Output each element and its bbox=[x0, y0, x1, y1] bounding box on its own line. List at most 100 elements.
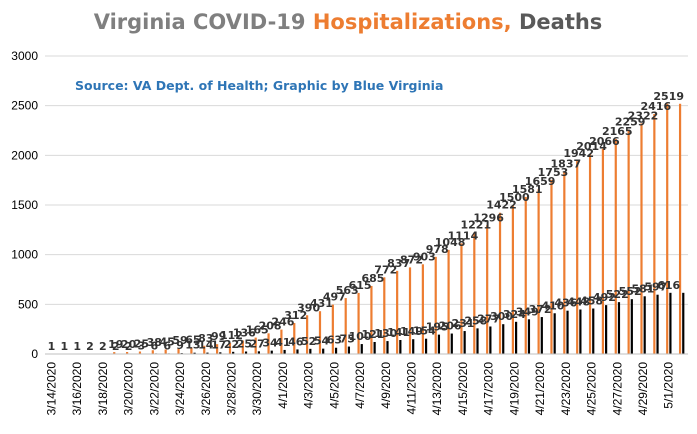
x-tick-label: 4/1/2020 bbox=[276, 362, 290, 409]
death-bar bbox=[502, 324, 505, 354]
y-tick-label: 2000 bbox=[11, 148, 38, 162]
x-tick-label: 4/21/2020 bbox=[533, 362, 547, 416]
x-tick-label: 4/3/2020 bbox=[302, 362, 316, 409]
death-bar bbox=[489, 326, 492, 354]
hospitalization-bar bbox=[408, 267, 412, 354]
death-bar bbox=[592, 308, 595, 354]
hospitalization-bar bbox=[331, 304, 334, 354]
death-data-label: 448 bbox=[567, 295, 590, 308]
y-tick-label: 0 bbox=[31, 347, 38, 361]
death-data-label: 300 bbox=[490, 310, 513, 323]
death-bar bbox=[296, 349, 299, 354]
x-tick-label: 4/19/2020 bbox=[507, 362, 521, 416]
death-bar bbox=[656, 294, 659, 354]
death-data-label: 154 bbox=[413, 325, 436, 338]
x-tick-label: 4/9/2020 bbox=[379, 362, 393, 409]
hospitalization-bar bbox=[588, 153, 592, 354]
hospitalization-data-label: 38 bbox=[147, 336, 162, 349]
x-tick-label: 3/18/2020 bbox=[96, 362, 110, 416]
hospitalization-bar bbox=[241, 340, 244, 354]
hospitalization-bar bbox=[460, 243, 463, 354]
y-tick-label: 500 bbox=[18, 297, 38, 311]
hospitalization-data-label: 2066 bbox=[589, 135, 620, 148]
hospitalization-data-label: 19 bbox=[108, 338, 123, 351]
hospitalization-data-label: 45 bbox=[160, 336, 175, 349]
hospitalization-data-label: 978 bbox=[426, 243, 449, 256]
death-bar bbox=[450, 333, 453, 354]
hospitalization-data-label: 312 bbox=[284, 309, 307, 322]
death-data-label: 9 bbox=[176, 339, 184, 352]
hospitalization-bar bbox=[293, 323, 296, 354]
death-data-label: 63 bbox=[327, 334, 342, 347]
death-data-label: 22 bbox=[224, 338, 239, 351]
hospitalization-data-label: 903 bbox=[413, 250, 436, 263]
death-bar bbox=[476, 328, 479, 354]
hospitalization-bar bbox=[280, 329, 283, 354]
hospitalization-bar bbox=[576, 161, 579, 354]
death-data-label: 349 bbox=[516, 305, 539, 318]
death-bar bbox=[283, 349, 286, 354]
hospitalization-bar bbox=[434, 256, 437, 354]
hospitalization-bar bbox=[666, 103, 669, 355]
hospitalization-data-label: 83 bbox=[198, 332, 213, 345]
title-part-3: Deaths bbox=[519, 10, 602, 34]
x-tick-label: 4/5/2020 bbox=[327, 362, 341, 409]
x-tick-label: 4/11/2020 bbox=[405, 362, 419, 415]
hospitalization-bar bbox=[678, 103, 682, 355]
hospitalization-data-label: 563 bbox=[336, 284, 359, 297]
hospitalization-data-label: 2 bbox=[99, 340, 107, 353]
hospitalization-data-label: 685 bbox=[361, 272, 384, 285]
chart-title: Virginia COVID-19 Hospitalizations, Deat… bbox=[94, 10, 603, 34]
hospitalization-data-label: 772 bbox=[374, 263, 397, 276]
death-bar bbox=[244, 351, 248, 354]
death-data-label: 616 bbox=[657, 279, 680, 292]
death-data-label: 6 bbox=[150, 339, 158, 352]
x-tick-label: 4/27/2020 bbox=[610, 362, 624, 416]
death-data-label: 277 bbox=[477, 312, 500, 325]
death-data-label: 14 bbox=[198, 339, 214, 352]
death-data-label: 231 bbox=[451, 317, 474, 330]
hospitalization-data-label: 2 bbox=[86, 340, 94, 353]
hospitalization-data-label: 390 bbox=[297, 301, 320, 314]
x-tick-label: 4/17/2020 bbox=[482, 362, 496, 416]
hospitalization-data-label: 1 bbox=[73, 340, 81, 353]
hospitalization-bar bbox=[653, 114, 656, 354]
death-bar bbox=[424, 338, 428, 354]
hospitalization-data-label: 2322 bbox=[628, 109, 659, 122]
death-data-label: 141 bbox=[387, 326, 410, 339]
hospitalization-bar bbox=[614, 138, 617, 354]
y-axis: 0 500 1000 1500 2000 2500 3000 bbox=[11, 49, 38, 361]
x-tick-label: 3/14/2020 bbox=[44, 362, 58, 416]
hospitalization-bar bbox=[318, 311, 322, 354]
death-data-label: 54 bbox=[314, 335, 330, 348]
hospitalization-bar bbox=[537, 189, 540, 354]
death-data-label: 324 bbox=[503, 308, 526, 321]
gridlines bbox=[45, 55, 688, 305]
hospitalization-data-label: 1422 bbox=[486, 199, 517, 212]
death-bar bbox=[232, 351, 235, 354]
death-data-label: 436 bbox=[554, 297, 577, 310]
death-data-label: 552 bbox=[619, 285, 642, 298]
hospitalization-data-label: 2519 bbox=[653, 90, 684, 103]
hospitalization-data-label: 112 bbox=[220, 329, 243, 342]
x-tick-label: 4/29/2020 bbox=[636, 362, 650, 416]
death-data-label: 75 bbox=[340, 333, 355, 346]
data-labels: 1 1 1 2 2 19202538455965839911213616520824631… bbox=[48, 90, 684, 353]
x-tick-label: 5/1/2020 bbox=[662, 362, 676, 409]
hospitalization-bar bbox=[228, 342, 232, 354]
hospitalization-data-label: 1048 bbox=[435, 236, 466, 249]
hospitalization-bar bbox=[421, 264, 424, 354]
hospitalization-bar bbox=[473, 232, 476, 354]
hospitalization-bar bbox=[254, 337, 257, 354]
x-tick-label: 4/13/2020 bbox=[430, 362, 444, 416]
death-bar bbox=[373, 341, 376, 354]
hospitalization-data-label: 59 bbox=[172, 334, 187, 347]
hospitalization-bar bbox=[447, 249, 450, 354]
hospitalization-data-label: 2165 bbox=[602, 125, 633, 138]
title-part-2: Hospitalizations, bbox=[313, 10, 519, 34]
death-data-label: 52 bbox=[301, 335, 316, 348]
hospitalization-bar bbox=[203, 345, 206, 354]
hospitalization-data-label: 1659 bbox=[525, 175, 556, 188]
hospitalization-data-label: 1114 bbox=[448, 229, 479, 242]
